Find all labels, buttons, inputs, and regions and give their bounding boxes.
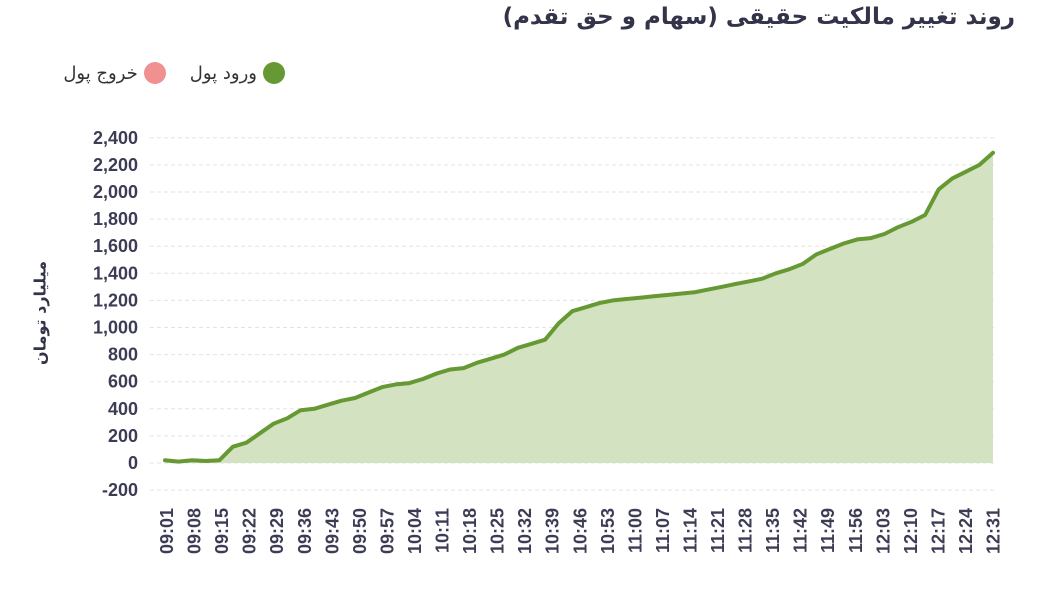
x-tick-label: 09:01 [157,508,177,554]
legend-inflow-label: ورود پول [189,62,257,84]
y-tick-label: 800 [108,345,138,365]
y-tick-label: 1,200 [93,290,138,310]
x-tick-label: 11:56 [846,508,866,553]
inflow-area [165,152,993,463]
y-tick-label: 2,000 [93,182,138,202]
x-tick-label: 10:11 [433,508,453,553]
x-tick-label: 10:04 [405,508,425,554]
x-tick-label: 09:22 [240,508,260,554]
x-tick-label: 11:35 [763,508,783,553]
inflow-line [163,150,995,464]
chart-title: روند تغییر مالکیت حقیقی (سهام و حق تقدم) [502,4,1015,30]
y-tick-labels: 2,400 2,200 2,000 1,800 1,600 1,400 1,200 1,000… [93,128,138,500]
x-tick-label: 11:42 [791,508,811,553]
legend-inflow-marker [263,62,285,84]
x-tick-label: 10:25 [488,508,508,554]
x-tick-label: 11:14 [680,508,700,553]
x-tick-label: 12:24 [956,508,976,554]
y-tick-label: 0 [128,453,138,473]
x-tick-label: 12:31 [984,508,1004,554]
x-tick-label: 11:07 [653,508,673,553]
y-tick-label: 2,200 [93,155,138,175]
x-tick-label: 09:29 [267,508,287,554]
legend-outflow-label: خروج پول [63,62,138,84]
x-tick-label: 11:49 [818,508,838,553]
x-tick-label: 11:28 [736,508,756,553]
x-tick-label: 10:32 [515,508,535,554]
y-tick-label: 2,400 [93,128,138,148]
y-tick-label: 200 [108,426,138,446]
x-tick-label: 11:00 [625,508,645,553]
x-tick-label: 09:15 [212,508,232,554]
x-tick-labels: 09:01 09:08 09:15 09:22 09:29 09:36 09:43 09:50… [157,508,1004,554]
x-tick-label: 12:10 [901,508,921,554]
x-tick-label: 09:57 [377,508,397,554]
y-tick-label: 1,600 [93,236,138,256]
y-tick-label: -200 [102,480,138,500]
x-tick-label: 11:21 [708,508,728,553]
y-tick-label: 400 [108,399,138,419]
y-tick-label: 1,800 [93,209,138,229]
y-tick-label: 600 [108,372,138,392]
x-tick-label: 12:03 [873,508,893,554]
y-tick-label: 1,400 [93,263,138,283]
x-tick-label: 10:18 [460,508,480,554]
y-tick-label: 1,000 [93,318,138,338]
x-tick-label: 09:43 [322,508,342,554]
x-tick-label: 12:17 [928,508,948,554]
x-tick-label: 10:39 [543,508,563,554]
x-tick-label: 09:08 [185,508,205,554]
legend-item-outflow[interactable]: خروج پول [63,62,166,84]
x-tick-label: 09:36 [295,508,315,554]
x-tick-label: 10:53 [598,508,618,554]
legend-outflow-marker [143,62,166,84]
legend-item-inflow[interactable]: ورود پول [190,62,285,84]
chart-legend: ورود پول خروج پول [63,62,285,84]
x-tick-label: 10:46 [570,508,590,554]
x-tick-label: 09:50 [350,508,370,554]
